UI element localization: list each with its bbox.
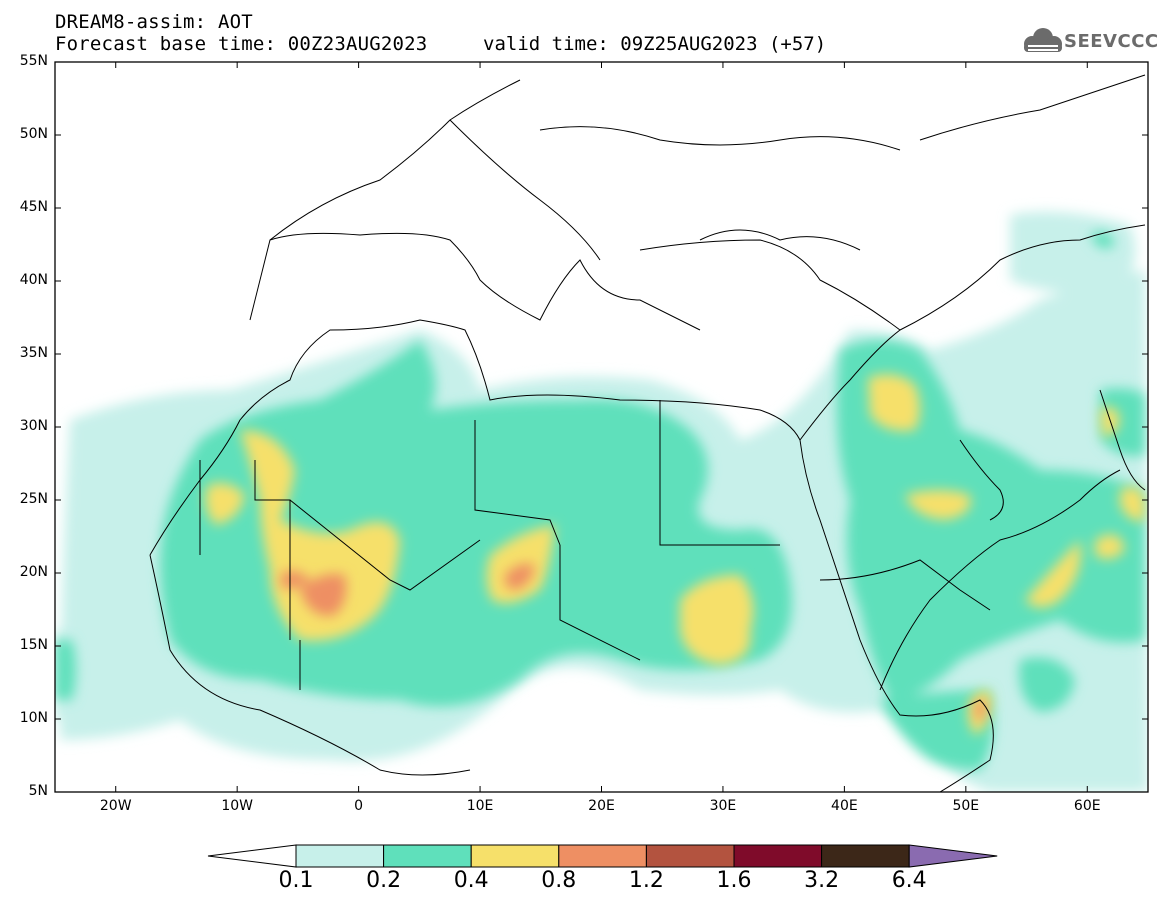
lon-label: 20W <box>99 798 132 814</box>
colorbar-segment <box>733 844 823 868</box>
lat-label: 25N <box>19 491 48 507</box>
lon-label: 40E <box>831 798 858 814</box>
lat-label: 10N <box>19 710 48 726</box>
colorbar-segment <box>295 844 385 868</box>
lat-label: 45N <box>19 199 48 215</box>
colorbar-label: 0.8 <box>541 868 577 893</box>
lat-label: 50N <box>19 126 48 142</box>
aot-field <box>55 74 1148 792</box>
colorbar-label: 1.2 <box>628 868 664 893</box>
aot-forecast-map <box>54 61 1149 793</box>
lon-label: 30E <box>709 798 737 814</box>
lon-label: 60E <box>1073 798 1101 814</box>
product-title: DREAM8-assim: AOT <box>55 11 253 33</box>
colorbar-segment <box>558 844 647 868</box>
colorbar-segment <box>645 844 735 868</box>
lon-label: 10W <box>221 798 253 814</box>
lon-label: 50E <box>952 798 980 814</box>
colorbar-label: 1.6 <box>716 868 752 893</box>
colorbar-label: 0.4 <box>453 868 489 893</box>
lat-label: 5N <box>28 783 48 799</box>
colorbar-label: 0.2 <box>366 868 402 893</box>
lon-label: 0 <box>354 798 364 814</box>
colorbar-high-arrow <box>908 844 998 868</box>
lat-label: 40N <box>19 272 48 288</box>
colorbar-segment <box>383 844 472 868</box>
lon-label: 10E <box>466 798 494 814</box>
lat-label: 35N <box>19 345 48 361</box>
colorbar-segment <box>821 844 910 868</box>
colorbar-segment <box>470 844 560 868</box>
colorbar-label: 6.4 <box>891 868 927 893</box>
valid-time: valid time: 09Z25AUG2023 (+57) <box>483 33 827 55</box>
colorbar-label: 0.1 <box>278 868 314 893</box>
lat-label: 30N <box>19 418 48 434</box>
cloud-icon <box>1024 28 1062 52</box>
colorbar-low-arrow <box>207 844 297 868</box>
forecast-base-time: Forecast base time: 00Z23AUG2023 <box>55 33 428 55</box>
lat-label: 15N <box>19 637 48 653</box>
axis-ticks <box>55 61 1148 793</box>
aot-band-0-8 <box>280 563 986 722</box>
logo-text: SEEVCCC <box>1064 31 1159 52</box>
coastlines <box>149 74 1146 792</box>
aot-band-0-4 <box>205 374 1145 735</box>
lat-label: 20N <box>19 564 48 580</box>
lat-label: 55N <box>19 53 48 69</box>
colorbar-label: 3.2 <box>804 868 840 893</box>
lon-label: 20E <box>588 798 615 814</box>
